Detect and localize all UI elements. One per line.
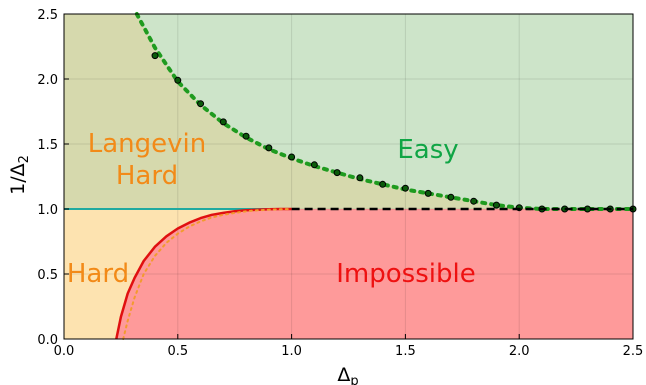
y-tick-label-4: 2.0	[37, 73, 58, 88]
marker-point-15	[492, 201, 500, 209]
series-line-5	[122, 208, 293, 340]
marker-point-10	[379, 180, 387, 188]
x-axis-label: Δp	[337, 364, 358, 385]
y-tick-label-5: 2.5	[37, 8, 58, 23]
marker-point-8	[333, 169, 341, 177]
x-tick-label-5: 2.5	[623, 344, 644, 359]
marker-point-11	[401, 184, 409, 192]
region-label-langevin-hard-line1: Langevin	[88, 129, 207, 159]
marker-point-13	[447, 193, 455, 201]
marker-point-5	[265, 144, 273, 152]
plot-frame	[63, 13, 634, 340]
series-line-0	[134, 12, 635, 211]
y-tick-label-1: 0.5	[37, 268, 58, 283]
marker-point-6	[288, 153, 296, 161]
series-line-4	[115, 207, 292, 340]
marker-point-9	[356, 174, 364, 182]
marker-point-1	[174, 76, 182, 84]
region-impossible	[116, 209, 634, 339]
marker-point-4	[242, 132, 250, 140]
region-fills	[64, 14, 634, 339]
x-tick-label-4: 2.0	[509, 344, 530, 359]
x-tick-label-1: 0.5	[167, 344, 188, 359]
y-tick-label-0: 0.0	[37, 333, 58, 348]
region-label-easy: Easy	[397, 135, 458, 165]
y-tick-label-2: 1.0	[37, 203, 58, 218]
marker-point-12	[424, 189, 432, 197]
tick-labels: 0.0 0.5 1.0 1.5 2.0 2.5 0.0 0.5 1.0 1.5 2.0 2.5	[37, 8, 643, 359]
axes-frame	[63, 13, 634, 340]
marker-point-7	[310, 161, 318, 169]
region-label-langevin-hard-line2: Hard	[116, 161, 178, 191]
marker-point-3	[219, 118, 227, 126]
marker-point-2	[197, 100, 205, 108]
y-tick-label-3: 1.5	[37, 138, 58, 153]
marker-point-14	[470, 197, 478, 205]
y-axis-label: 1/Δ2	[7, 155, 32, 195]
x-tick-label-0: 0.0	[54, 344, 75, 359]
marker-point-0	[151, 52, 159, 60]
region-label-hard: Hard	[67, 259, 129, 289]
x-tick-label-2: 1.0	[281, 344, 302, 359]
region-label-impossible: Impossible	[336, 259, 475, 289]
x-tick-label-3: 1.5	[395, 344, 416, 359]
region-langevin-hard	[64, 14, 633, 209]
